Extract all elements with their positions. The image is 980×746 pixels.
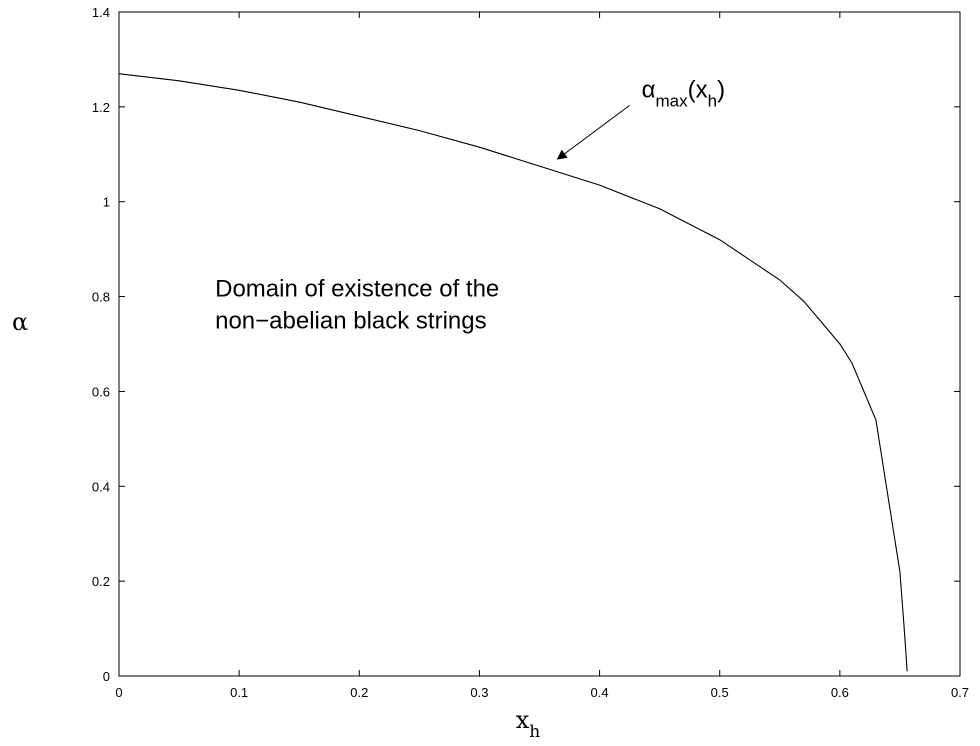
x-tick-label: 0.4 (591, 685, 609, 700)
x-axis-label: xh (516, 706, 541, 742)
y-tick-label: 0.6 (92, 384, 110, 399)
y-tick-label: 1.2 (92, 100, 110, 115)
x-axis-ticks: 0 0.1 0.2 0.3 0.4 0.5 0.6 0.7 (115, 12, 969, 700)
alpha-max-annotation: αmax(xh) (642, 76, 725, 110)
y-tick-label: 0 (103, 669, 110, 684)
alpha-max-curve (118, 73, 908, 672)
y-tick-label: 0.2 (92, 574, 110, 589)
x-tick-label: 0 (115, 685, 122, 700)
x-tick-label: 0.1 (230, 685, 248, 700)
y-tick-label: 0.8 (92, 290, 110, 305)
y-tick-label: 1.4 (92, 5, 110, 20)
x-tick-label: 0.6 (831, 685, 849, 700)
x-tick-label: 0.5 (711, 685, 729, 700)
x-tick-label: 0.3 (470, 685, 488, 700)
y-tick-label: 0.4 (92, 479, 110, 494)
x-tick-label: 0.2 (350, 685, 368, 700)
domain-annotation: Domain of existence of the non−abelian bl… (215, 276, 499, 335)
x-tick-label: 0.7 (951, 685, 969, 700)
y-axis-label: α (12, 308, 28, 336)
y-axis-ticks: 0 0.2 0.4 0.6 0.8 1 1.2 1.4 (92, 5, 960, 684)
annotation-arrow (556, 104, 630, 160)
plot-frame (118, 11, 961, 677)
y-tick-label: 1 (103, 195, 110, 210)
